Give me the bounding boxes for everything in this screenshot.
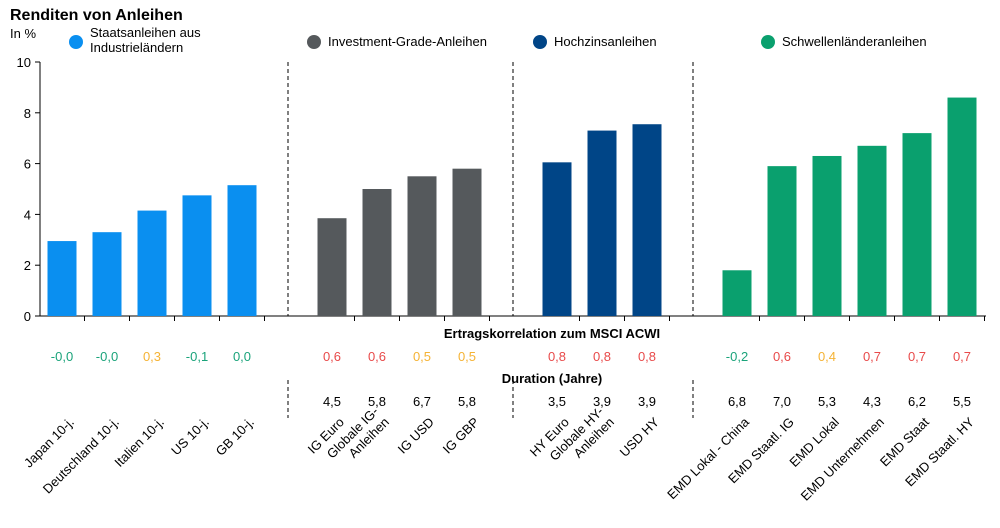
correlation-value: 0,3 <box>143 349 161 364</box>
bar <box>767 166 797 316</box>
bar <box>47 241 77 316</box>
legend-marker <box>69 35 83 49</box>
category-labels: Japan 10-j.Deutschland 10-j.Italien 10-j… <box>21 404 977 504</box>
duration-value: 4,5 <box>323 394 341 409</box>
correlation-values: -0,0 -0,0 0,3 -0,1 0,0 0,6 0,6 0,5 0,5 0,8 0,8 0,8 -… <box>51 349 971 364</box>
y-tick-label: 0 <box>24 309 31 324</box>
y-tick-label: 2 <box>24 258 31 273</box>
bars <box>47 97 977 316</box>
category-label: US 10-j. <box>168 414 212 458</box>
category-label-line: Deutschland 10-j. <box>40 414 122 496</box>
correlation-value: -0,0 <box>51 349 73 364</box>
bar <box>542 162 572 316</box>
correlation-value: -0,1 <box>186 349 208 364</box>
legend-marker <box>307 35 321 49</box>
chart-title: Renditen von Anleihen <box>10 7 183 24</box>
category-label-line: IG USD <box>395 414 437 456</box>
category-label-line: EMD Lokal - China <box>664 414 752 502</box>
y-tick-label: 4 <box>24 207 31 222</box>
legend-label: Investment-Grade-Anleihen <box>328 34 487 49</box>
duration-value: 5,5 <box>953 394 971 409</box>
bar <box>317 218 347 316</box>
correlation-value: 0,5 <box>458 349 476 364</box>
bar <box>812 155 842 316</box>
correlation-value: 0,7 <box>908 349 926 364</box>
correlation-value: -0,0 <box>96 349 118 364</box>
legend-label: Staatsanleihen aus <box>90 25 201 40</box>
bar <box>362 189 392 316</box>
bar <box>902 133 932 316</box>
bar <box>407 176 437 316</box>
duration-value: 3,5 <box>548 394 566 409</box>
correlation-value: 0,5 <box>413 349 431 364</box>
duration-values: 4,5 5,8 6,7 5,8 3,5 3,9 3,9 6,8 7,0 5,3 4,3 6,2 5,5 <box>323 394 971 409</box>
duration-value: 3,9 <box>593 394 611 409</box>
bar <box>587 130 617 316</box>
y-tick-label: 10 <box>17 55 31 70</box>
duration-value: 6,8 <box>728 394 746 409</box>
correlation-value: 0,4 <box>818 349 836 364</box>
correlation-value: 0,8 <box>593 349 611 364</box>
bar <box>92 232 122 316</box>
duration-value: 6,7 <box>413 394 431 409</box>
duration-value: 5,8 <box>458 394 476 409</box>
duration-value: 4,3 <box>863 394 881 409</box>
correlation-value: 0,6 <box>323 349 341 364</box>
duration-value: 5,3 <box>818 394 836 409</box>
legend-marker <box>761 35 775 49</box>
bar <box>227 185 257 316</box>
category-label: USD HY <box>617 414 663 460</box>
correlation-value: 0,8 <box>638 349 656 364</box>
legend-label: Hochzinsanleihen <box>554 34 657 49</box>
correlation-value: 0,8 <box>548 349 566 364</box>
bar <box>137 210 167 316</box>
category-label-line: US 10-j. <box>168 414 212 458</box>
bar <box>452 168 482 316</box>
duration-value: 3,9 <box>638 394 656 409</box>
legend-label: Industrieländern <box>90 40 183 55</box>
bar <box>722 270 752 316</box>
correlation-value: 0,6 <box>773 349 791 364</box>
y-tick-label: 8 <box>24 106 31 121</box>
correlation-value: 0,0 <box>233 349 251 364</box>
correlation-value: 0,7 <box>953 349 971 364</box>
category-label: GB 10-j. <box>213 414 257 458</box>
category-label-line: GB 10-j. <box>213 414 257 458</box>
y-axis-unit-label: In % <box>10 26 36 41</box>
correlation-value: 0,7 <box>863 349 881 364</box>
duration-value: 5,8 <box>368 394 386 409</box>
y-tick-label: 6 <box>24 157 31 172</box>
category-label-line: IG GBP <box>440 414 482 456</box>
legend-label: Schwellenländeranleihen <box>782 34 927 49</box>
correlation-heading: Ertragskorrelation zum MSCI ACWI <box>444 326 660 341</box>
correlation-value: 0,6 <box>368 349 386 364</box>
duration-value: 7,0 <box>773 394 791 409</box>
legend-marker <box>533 35 547 49</box>
duration-heading: Duration (Jahre) <box>502 371 602 386</box>
bar <box>857 145 887 316</box>
correlation-value: -0,2 <box>726 349 748 364</box>
category-label-line: USD HY <box>617 414 663 460</box>
category-label: EMD Unternehmen <box>798 414 887 503</box>
bar <box>182 195 212 316</box>
category-label: Italien 10-j. <box>111 414 167 470</box>
bar <box>632 124 662 316</box>
category-label: IG GBP <box>440 414 482 456</box>
category-label: Deutschland 10-j. <box>40 414 122 496</box>
duration-value: 6,2 <box>908 394 926 409</box>
group-separators <box>287 62 694 418</box>
category-label-line: EMD Unternehmen <box>798 414 887 503</box>
category-label: IG USD <box>395 414 437 456</box>
category-label: EMD Lokal - China <box>664 414 752 502</box>
category-label-line: Italien 10-j. <box>111 414 167 470</box>
bar <box>947 97 977 316</box>
